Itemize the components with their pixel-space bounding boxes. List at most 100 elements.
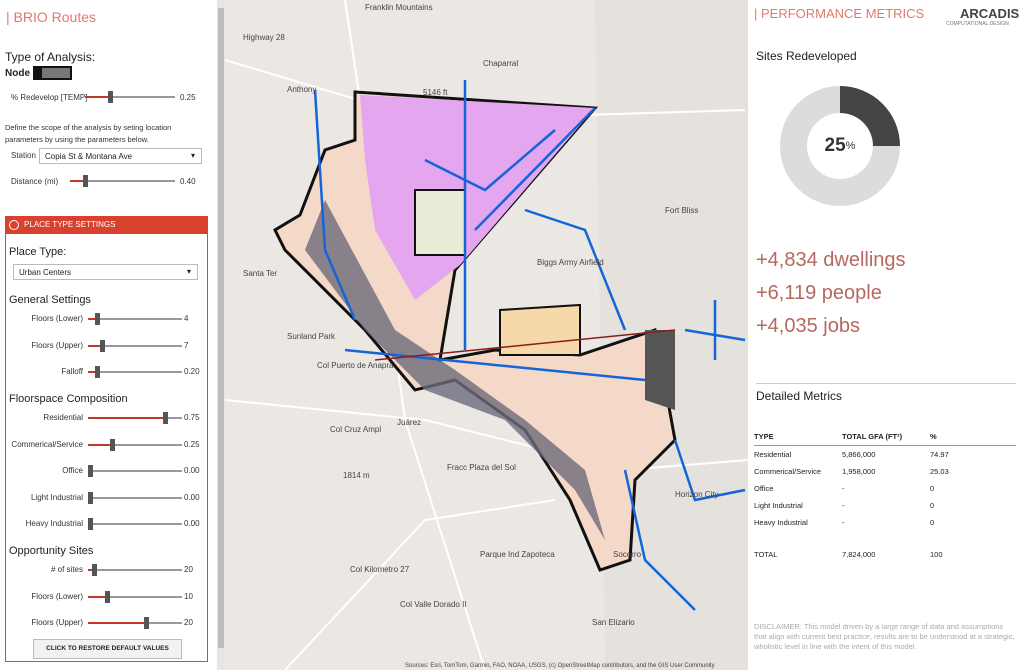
map-label: Socorro bbox=[613, 550, 642, 559]
slider[interactable] bbox=[88, 564, 182, 576]
slider[interactable] bbox=[88, 617, 182, 629]
disclaimer: DISCLAIMER: This model driven by a large… bbox=[754, 622, 1015, 651]
slider[interactable] bbox=[87, 465, 182, 477]
logo: ARCADIS bbox=[960, 6, 1020, 21]
table-cell: 74.97 bbox=[930, 450, 949, 459]
scrollbar[interactable] bbox=[217, 0, 225, 670]
table-cell: 5,866,000 bbox=[842, 450, 876, 459]
slider[interactable] bbox=[88, 412, 182, 424]
slider-value: 4 bbox=[184, 314, 189, 323]
detailed-title: Detailed Metrics bbox=[756, 389, 843, 403]
sites-title: Sites Redeveloped bbox=[756, 49, 857, 63]
slider-value: 0.00 bbox=[184, 466, 200, 475]
slider-value: 0.25 bbox=[180, 93, 196, 102]
metrics-table: TYPE TOTAL GFA (FT²)% Residential 5,866,000… bbox=[754, 428, 1016, 563]
map-label: Biggs Army Airfield bbox=[537, 258, 604, 267]
map-label: Sunland Park bbox=[287, 332, 336, 341]
donut-label: 25% bbox=[825, 135, 856, 156]
table-cell: TOTAL GFA (FT²) bbox=[842, 432, 903, 441]
slider-thumb bbox=[95, 313, 101, 325]
slider-fill bbox=[88, 417, 166, 419]
slider-thumb bbox=[100, 339, 106, 352]
right-panel: | PERFORMANCE METRICS ARCADIS COMPUTATIO… bbox=[748, 0, 1024, 670]
slider-label: Commerical/Service bbox=[11, 439, 83, 449]
slider-thumb bbox=[144, 617, 150, 629]
table-cell: - bbox=[842, 484, 845, 493]
slider-fill bbox=[88, 595, 107, 598]
table-cell: - bbox=[842, 501, 845, 510]
donut-segment bbox=[840, 86, 900, 146]
logo-tagline: COMPUTATIONAL DESIGN bbox=[946, 21, 1009, 27]
spacer bbox=[754, 531, 1016, 546]
slider[interactable] bbox=[88, 313, 182, 325]
table-cell: Residential bbox=[754, 450, 792, 459]
donut-segment bbox=[780, 86, 900, 206]
slider-label: Floors (Upper) bbox=[31, 340, 83, 350]
slider-label: Light Industrial bbox=[30, 492, 83, 502]
slider-thumb bbox=[91, 564, 97, 576]
section-header[interactable]: PLACE TYPE SETTINGS bbox=[5, 216, 208, 234]
table-row: Residential 5,866,000 74.97 bbox=[754, 446, 1016, 464]
station-select[interactable]: Copia St & Montana Ave bbox=[39, 148, 202, 164]
table-cell: 25.03 bbox=[930, 467, 949, 476]
map-label: Col Puerto de Anapra bbox=[317, 361, 394, 370]
section-title: Floorspace Composition bbox=[9, 393, 128, 405]
slider-thumb bbox=[87, 518, 93, 530]
place-type-label: Place Type: bbox=[9, 246, 67, 258]
slider-label: Floors (Lower) bbox=[31, 314, 83, 323]
map[interactable]: Anthony Chaparral Franklin Mountains Highwa… bbox=[225, 0, 748, 670]
map-label: Col Cruz Ampl bbox=[330, 425, 381, 434]
slider-value: 20 bbox=[184, 618, 193, 627]
slider-value: 0.20 bbox=[184, 367, 200, 376]
table-cell: TOTAL bbox=[754, 550, 778, 559]
slider-thumb bbox=[95, 366, 101, 378]
map-label: Horizon City bbox=[675, 490, 719, 499]
slider-thumb bbox=[163, 412, 169, 424]
description: Define the scope of the analysis by seti… bbox=[5, 123, 172, 144]
slider-fill bbox=[88, 318, 98, 320]
slider-fill bbox=[88, 344, 103, 347]
slider[interactable] bbox=[87, 518, 182, 530]
slider[interactable] bbox=[88, 590, 182, 603]
slider-value: 0.40 bbox=[180, 177, 196, 186]
slider-value: 20 bbox=[184, 565, 193, 574]
map-label: Santa Ter bbox=[243, 269, 277, 278]
table-row: Commerical/Service 1,958,000 25.03 bbox=[754, 463, 1016, 480]
slider[interactable] bbox=[88, 366, 182, 378]
slider-label: Floors (Upper) bbox=[31, 618, 83, 627]
table-header: TYPE TOTAL GFA (FT²)% bbox=[754, 428, 1016, 446]
header-text: PLACE TYPE SETTINGS bbox=[24, 220, 116, 229]
donut-value: 25 bbox=[825, 135, 847, 156]
slider-label: Office bbox=[62, 466, 83, 475]
slider-value: 0.00 bbox=[184, 492, 200, 502]
slider[interactable] bbox=[85, 91, 175, 103]
slider-thumb bbox=[104, 590, 110, 603]
donut-unit: % bbox=[846, 140, 856, 152]
slider-fill bbox=[88, 569, 94, 571]
map-label: Anthony bbox=[287, 85, 316, 94]
stat: +4,035 jobs bbox=[756, 315, 860, 337]
table-cell: 7,824,000 bbox=[842, 550, 876, 559]
place-type-select[interactable]: Urban Centers bbox=[13, 264, 198, 280]
slider[interactable] bbox=[88, 339, 182, 352]
slider-fill bbox=[88, 622, 147, 624]
analysis-label: Type of Analysis: bbox=[5, 50, 96, 64]
map-label: Fracc Plaza del Sol bbox=[447, 463, 516, 472]
table-cell: 1,958,000 bbox=[842, 467, 876, 476]
slider-label: Residential bbox=[43, 413, 83, 422]
restore-button[interactable]: CLICK TO RESTORE DEFAULT VALUES bbox=[33, 639, 182, 659]
map-label: Chaparral bbox=[483, 59, 518, 68]
map-label: Highway 28 bbox=[243, 33, 285, 42]
section-title: Opportunity Sites bbox=[9, 545, 94, 557]
slider-label: % Redevelop [TEMP] bbox=[11, 93, 88, 102]
table-total: TOTAL 7,824,000 100 bbox=[754, 546, 1016, 563]
table-cell: Office bbox=[754, 484, 774, 493]
slider[interactable] bbox=[70, 175, 175, 187]
button-text: CLICK TO RESTORE DEFAULT VALUES bbox=[46, 645, 169, 652]
table-cell: 100 bbox=[930, 550, 943, 559]
slider[interactable] bbox=[88, 438, 182, 451]
slider[interactable] bbox=[87, 491, 182, 504]
mode-toggle[interactable] bbox=[33, 66, 72, 80]
stat: +6,119 people bbox=[756, 282, 882, 304]
